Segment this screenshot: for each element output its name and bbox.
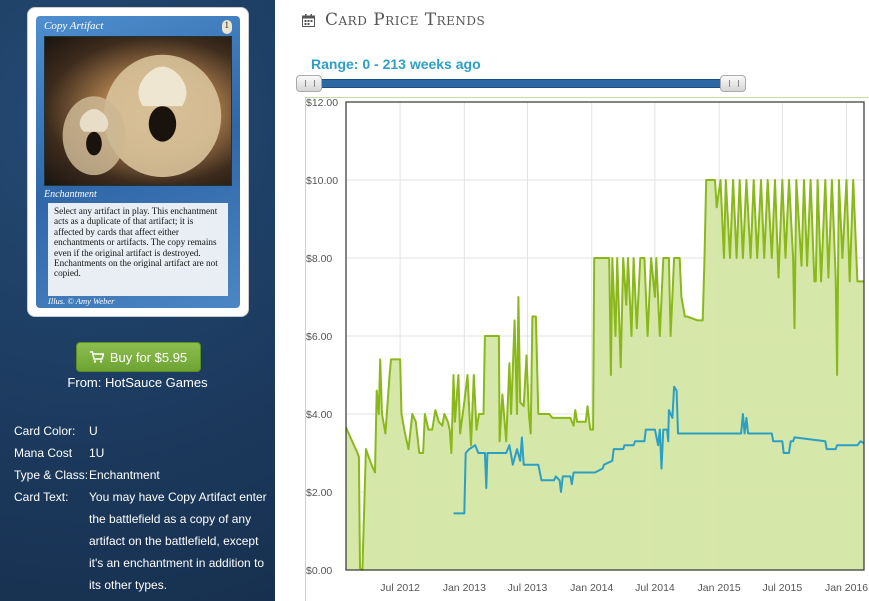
card-illustrator: Illus. © Amy Weber [48, 296, 115, 306]
detail-row-mana-cost: Mana Cost 1U [14, 442, 269, 464]
card-image[interactable]: Copy Artifact 1 Enchantment Select a [36, 16, 240, 308]
plot-frame [345, 101, 865, 571]
shopping-cart-icon [89, 351, 104, 363]
card-details: Card Color: U Mana Cost 1U Type & Class:… [14, 420, 269, 596]
seller-text: From: HotSauce Games [67, 375, 208, 390]
detail-value: U [89, 424, 98, 438]
y-tick-label: $12.00 [306, 98, 338, 109]
x-tick-label: Jan 2014 [570, 582, 613, 594]
detail-row-type-class: Type & Class: Enchantment [14, 464, 269, 486]
card-rules-textbox: Select any artifact in play. This enchan… [48, 203, 228, 296]
x-tick-label: Jul 2013 [508, 582, 548, 594]
card-title: Copy Artifact [44, 20, 104, 32]
range-slider-handle-end[interactable] [720, 75, 746, 92]
x-tick-label: Jan 2015 [698, 582, 741, 594]
y-tick-label: $2.00 [306, 487, 332, 499]
series-area-fill [346, 180, 864, 570]
card-sidebar: Copy Artifact 1 Enchantment Select a [0, 0, 275, 601]
price-chart: $0.00 $2.00 $4.00 $6.00 $8.00 $10.00 $12.00 Jul… [306, 98, 868, 594]
detail-value: You may have Copy Artifact enter the bat… [89, 490, 267, 592]
detail-value: Enchantment [89, 468, 160, 482]
range-slider-handle-start[interactable] [296, 75, 322, 92]
price-chart-container: $0.00 $2.00 $4.00 $6.00 $8.00 $10.00 $12.00 Jul… [305, 97, 869, 601]
series-line [453, 385, 865, 515]
card-image-frame: Copy Artifact 1 Enchantment Select a [27, 7, 249, 317]
x-tick-label: Jan 2016 [825, 582, 868, 594]
detail-label: Card Color: [14, 424, 76, 438]
y-tick-label: $6.00 [306, 331, 332, 343]
card-artwork-drawing [62, 54, 222, 178]
card-rules-text: Select any artifact in play. This enchan… [54, 206, 218, 279]
y-tick-label: $0.00 [306, 565, 332, 577]
card-cost: 1 [221, 20, 232, 34]
price-trends-header: Card Price Trends [302, 8, 485, 32]
range-slider[interactable] [296, 75, 746, 92]
detail-label: Card Text: [14, 490, 69, 504]
y-tick-label: $4.00 [306, 409, 332, 421]
detail-value: 1U [89, 446, 105, 460]
detail-row-color: Card Color: U [14, 420, 269, 442]
detail-label: Type & Class: [14, 468, 89, 482]
x-tick-label: Jul 2014 [635, 582, 675, 594]
y-tick-label: $8.00 [306, 253, 332, 265]
card-title-bar: Copy Artifact 1 [44, 20, 232, 34]
price-trends-title: Card Price Trends [325, 10, 486, 30]
card-type-line: Enchantment [44, 189, 97, 200]
calendar-icon [302, 13, 315, 27]
detail-label: Mana Cost [14, 446, 73, 460]
range-slider-track[interactable] [298, 79, 744, 88]
series-line [345, 179, 864, 571]
card-artwork [44, 36, 232, 186]
buy-button[interactable]: Buy for $5.95 [76, 342, 201, 372]
x-tick-label: Jul 2015 [762, 582, 802, 594]
x-tick-label: Jul 2012 [380, 582, 420, 594]
y-tick-label: $10.00 [306, 175, 338, 187]
range-label: Range: 0 - 213 weeks ago [311, 56, 481, 72]
detail-row-card-text: Card Text: You may have Copy Artifact en… [14, 486, 269, 596]
buy-button-label: Buy for $5.95 [109, 349, 188, 365]
x-tick-label: Jan 2013 [443, 582, 486, 594]
seller-info: From: HotSauce Games [0, 375, 275, 390]
